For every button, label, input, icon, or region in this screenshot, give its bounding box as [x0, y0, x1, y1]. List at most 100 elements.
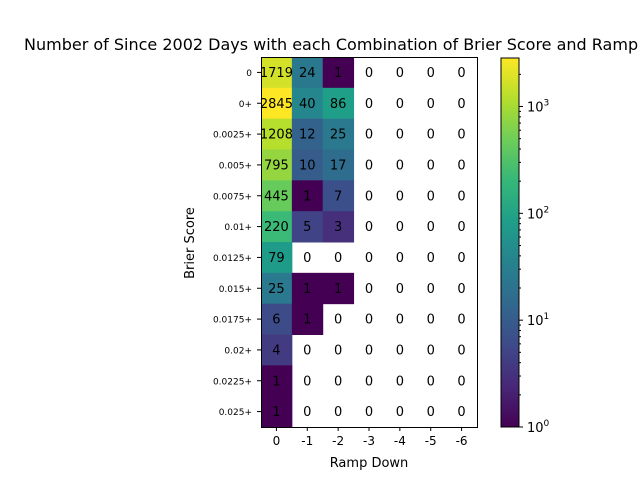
cell-value: 795 — [264, 158, 289, 173]
cell-value: 79 — [268, 251, 285, 266]
cell-value: 0 — [427, 158, 435, 173]
cell-value: 0 — [427, 282, 435, 297]
heatmap-cell — [261, 87, 293, 120]
cell-value: 25 — [268, 282, 285, 297]
x-tick-label: -2 — [332, 434, 344, 448]
cell-value: 0 — [396, 128, 404, 143]
heatmap-cell — [261, 180, 293, 212]
x-axis-ticks: 0 -1 -2 -3 -4 -5 -6 — [273, 427, 468, 448]
colorbar — [500, 57, 520, 428]
cell-value: 0 — [396, 313, 404, 328]
cell-value: 1 — [303, 313, 311, 328]
cell-value: 86 — [330, 97, 347, 112]
x-tick-label: -3 — [363, 434, 375, 448]
cell-value: 25 — [330, 128, 347, 143]
cell-value: 0 — [334, 251, 342, 266]
cell-value: 40 — [299, 97, 316, 112]
cell-value: 24 — [299, 66, 316, 81]
cell-value: 0 — [334, 405, 342, 420]
cell-value: 0 — [365, 97, 373, 112]
cell-value: 0 — [457, 405, 465, 420]
y-axis-label: Brier Score — [183, 207, 198, 279]
cell-value: 0 — [427, 128, 435, 143]
y-tick-label: 0 — [246, 69, 252, 79]
cell-value: 1 — [334, 66, 342, 81]
heatmap-cell — [291, 303, 324, 335]
cell-value: 17 — [330, 158, 347, 173]
heatmap-cell — [261, 57, 293, 89]
cell-value: 0 — [427, 374, 435, 389]
heatmap-cell — [291, 272, 324, 305]
y-tick-label: 0.025+ — [219, 408, 252, 418]
y-axis-ticks: 0 0+ 0.0025+ 0.005+ 0.0075+ 0.01+ 0.0125+ 0.015… — [213, 69, 261, 418]
cell-value: 6 — [272, 313, 280, 328]
cell-value: 0 — [334, 313, 342, 328]
heatmap-cell — [322, 57, 355, 89]
cell-value: 0 — [457, 189, 465, 204]
cell-value: 0 — [365, 405, 373, 420]
cell-value: 0 — [396, 251, 404, 266]
heatmap-cell — [261, 118, 293, 150]
heatmap-cell — [322, 149, 355, 181]
y-tick-label: 0.01+ — [224, 223, 252, 233]
cell-value: 0 — [396, 405, 404, 420]
x-axis-label: Ramp Down — [330, 456, 409, 471]
cell-value: 7 — [334, 189, 342, 204]
cell-value: 445 — [264, 189, 289, 204]
cell-value: 0 — [365, 66, 373, 81]
cell-value: 0 — [365, 313, 373, 328]
heatmap-cell — [291, 149, 324, 181]
heatmap-cell — [261, 334, 293, 366]
y-tick-label: 0.0125+ — [213, 254, 252, 264]
cell-value: 0 — [457, 343, 465, 358]
cell-value: 0 — [396, 282, 404, 297]
x-tick-label: -4 — [394, 434, 406, 448]
heatmap-cell — [322, 118, 355, 150]
heatmap-cell — [261, 303, 293, 335]
heatmap-cell — [291, 57, 324, 89]
cell-value: 0 — [457, 220, 465, 235]
x-tick-label: -5 — [425, 434, 437, 448]
cell-value: 1719 — [260, 66, 293, 81]
cell-value: 0 — [365, 282, 373, 297]
cell-value: 0 — [365, 343, 373, 358]
heatmap-cell — [261, 365, 293, 397]
cell-value: 0 — [365, 128, 373, 143]
cell-value: 0 — [457, 282, 465, 297]
cell-value: 10 — [299, 158, 316, 173]
cell-value: 0 — [457, 374, 465, 389]
cell-value: 1 — [303, 282, 311, 297]
cell-value: 1 — [303, 189, 311, 204]
cell-value: 4 — [272, 343, 280, 358]
cell-value: 0 — [457, 128, 465, 143]
colorbar-tick-label: 100 — [527, 419, 550, 436]
cell-value: 0 — [396, 189, 404, 204]
cell-value: 0 — [365, 251, 373, 266]
cell-value: 1 — [334, 282, 342, 297]
colorbar-tick-label: 102 — [527, 205, 549, 222]
heatmap-cell — [322, 272, 355, 305]
cell-value: 0 — [427, 97, 435, 112]
y-tick-label: 0.0025+ — [213, 131, 252, 141]
cell-value: 2845 — [260, 97, 293, 112]
cell-value: 0 — [427, 405, 435, 420]
x-tick-label: -6 — [456, 434, 468, 448]
heatmap-cell — [291, 211, 324, 243]
cell-value: 0 — [396, 158, 404, 173]
cell-value: 0 — [457, 313, 465, 328]
cell-value: 12 — [299, 128, 316, 143]
cell-value: 0 — [457, 66, 465, 81]
x-tick-label: -1 — [301, 434, 313, 448]
y-tick-label: 0+ — [239, 100, 252, 110]
cell-value: 0 — [427, 189, 435, 204]
cell-value: 0 — [396, 97, 404, 112]
heatmap-cell — [291, 87, 324, 120]
cell-value: 0 — [334, 343, 342, 358]
chart-title: Number of Since 2002 Days with each Comb… — [24, 35, 640, 54]
y-tick-label: 0.0175+ — [213, 316, 252, 326]
cell-value: 0 — [303, 405, 311, 420]
cell-value: 0 — [303, 343, 311, 358]
heatmap-cell — [261, 211, 293, 243]
cell-value: 0 — [396, 343, 404, 358]
